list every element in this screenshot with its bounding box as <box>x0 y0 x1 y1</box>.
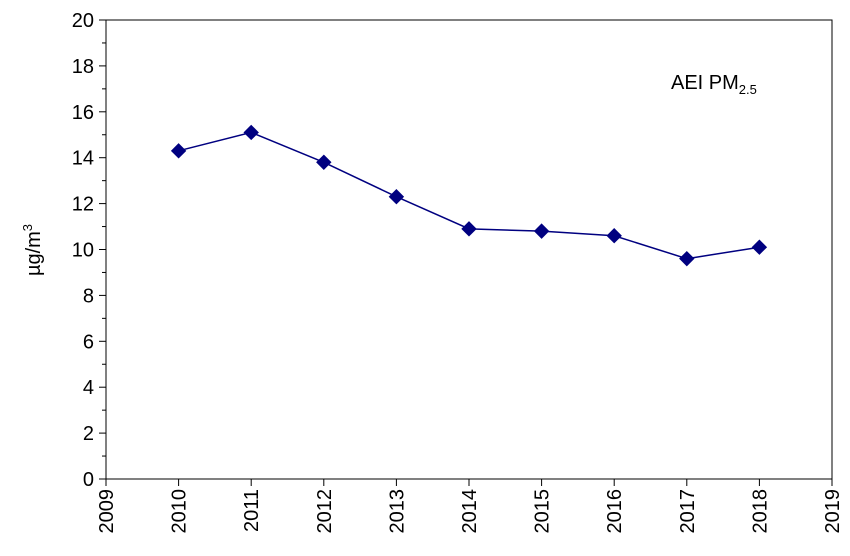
y-axis-label: µg/m3 <box>20 224 45 276</box>
x-tick-label: 2012 <box>314 489 336 534</box>
y-axis-label-main: µg/m <box>23 231 45 276</box>
x-tick-label: 2010 <box>169 489 191 534</box>
x-tick-label: 2009 <box>96 489 118 534</box>
y-tick-label: 8 <box>83 285 94 307</box>
x-tick-label: 2019 <box>822 489 844 534</box>
x-tick-label: 2016 <box>604 489 626 534</box>
x-tick-label: 2013 <box>386 489 408 534</box>
data-point-marker <box>388 189 405 205</box>
x-tick-label: 2011 <box>241 489 263 532</box>
y-tick-label: 0 <box>83 469 94 491</box>
axes: 0 2 4 6 8 10 12 14 16 18 20 2009 2010 2011 2012 2013 201… <box>72 10 844 534</box>
annotation-subscript: 2.5 <box>739 82 757 97</box>
data-point-marker <box>243 124 259 141</box>
data-point-marker <box>461 221 477 237</box>
y-tick-label: 4 <box>83 377 94 399</box>
y-tick-label: 20 <box>72 10 94 32</box>
series-group <box>170 124 768 267</box>
y-tick-label: 16 <box>72 102 94 124</box>
y-tick-label: 10 <box>72 240 94 262</box>
plot-area <box>105 19 833 480</box>
x-tick-label: 2015 <box>532 489 554 534</box>
data-point-marker <box>751 239 768 255</box>
annotation-main: AEI PM <box>671 72 739 94</box>
data-point-marker <box>606 228 622 244</box>
data-point-marker <box>316 154 332 170</box>
y-tick-label: 14 <box>72 148 94 170</box>
x-tick-label: 2014 <box>459 489 481 534</box>
x-tick-label: 2017 <box>677 489 699 534</box>
x-tick-label: 2018 <box>749 489 771 534</box>
y-tick-label: 6 <box>83 331 94 353</box>
data-point-marker <box>533 223 550 239</box>
y-axis-label-superscript: 3 <box>20 224 35 231</box>
y-tick-label: 2 <box>83 423 94 445</box>
y-tick-label: 18 <box>72 56 94 78</box>
annotation-label: AEI PM2.5 <box>671 72 757 97</box>
data-point-marker <box>170 143 187 159</box>
data-point-marker <box>679 250 695 267</box>
y-tick-label: 12 <box>72 194 94 216</box>
